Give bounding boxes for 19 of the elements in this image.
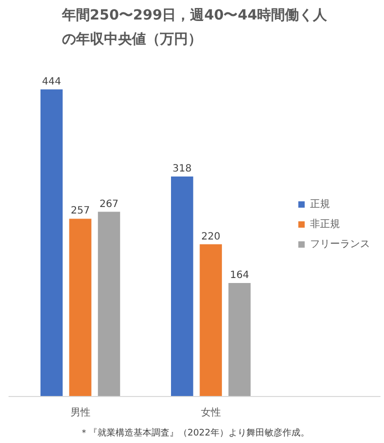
bar [69, 218, 92, 396]
data-label: 220 [201, 231, 220, 242]
data-label: 318 [172, 164, 192, 175]
legend-label: フリーランス [310, 238, 370, 251]
data-label: 267 [99, 198, 119, 210]
x-tick-label: 女性 [200, 406, 221, 418]
legend-label: 正規 [310, 198, 330, 211]
data-label: 444 [42, 76, 62, 88]
bar [200, 244, 222, 396]
bar [228, 283, 251, 396]
x-tick-label: 男性 [70, 406, 90, 418]
text: ＊『就業構造基本調査』（2022年）より舞田敏彦作成。 [80, 428, 310, 438]
legend-label: 非正規 [310, 218, 340, 231]
chart-title: 年間250〜299日，週40〜44時間働く人の年収中央値（万円） [60, 8, 328, 48]
bar [98, 212, 120, 396]
data-label: 164 [230, 270, 250, 282]
bar [40, 89, 63, 396]
bar [171, 176, 194, 396]
data-label: 257 [70, 206, 90, 217]
